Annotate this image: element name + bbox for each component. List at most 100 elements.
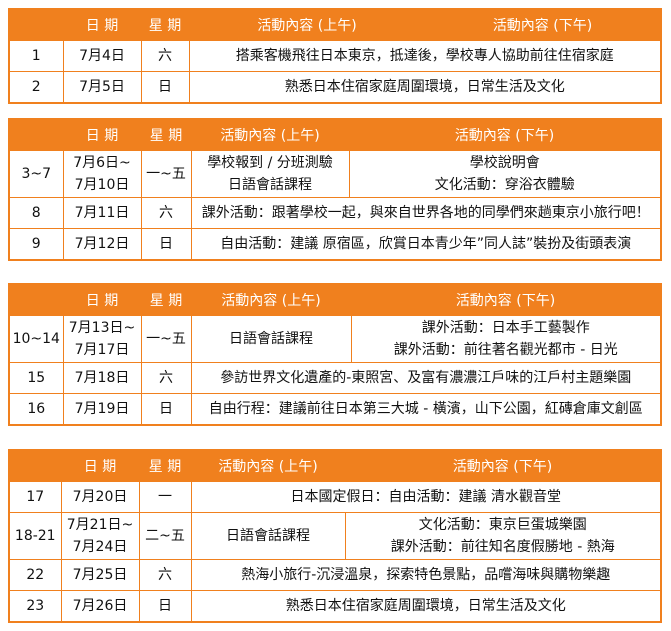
header-cell: 星 期 [141,9,189,41]
cell-line: 學校報到 / 分班測驗 [207,155,333,171]
schedule-table: 日 期星 期活動內容 (上午) 活動內容 (下午) 1 7月4日六搭乘客機飛往日本東京… [8,8,662,104]
table-cell: 日 [140,393,192,426]
table-row: 22 7月25日六熱海小旅行-沉浸溫泉，探索特色景點，品嚐海味與購物樂趣 [8,559,662,591]
header-cell: 日 期 [63,284,141,316]
table-cell: 17 [8,481,62,513]
schedule-table: 日 期星 期活動內容 (上午) 活動內容 (下午) 17 7月20日一日本國定假日：自… [8,449,662,623]
header-row: 日 期星 期活動內容 (上午) 活動內容 (下午) [9,284,661,316]
cell-line: 課外活動：前往知名度假勝地 - 熱海 [390,539,615,555]
table-cell: 22 [8,559,62,591]
header-cell [9,450,61,482]
table-row: 10~14 7月13日~ 7月17日 一~五 日語會話課程 課外活動：日本手工藝製作 課外活… [8,315,662,363]
schedule-table: 日 期星 期活動內容 (上午) 活動內容 (下午) 10~14 7月13日~ 7月17日… [8,283,662,426]
cell-line: 7月6日~ [73,155,131,171]
table-cell: 搭乘客機飛往日本東京，抵達後，學校專人協助前往住宿家庭 [188,40,662,72]
table-cell: 7月19日 [62,393,142,426]
table-row: 17 7月20日一日本國定假日：自由活動：建議 清水觀音堂 [8,481,662,513]
table-cell: 7月11日 [62,197,142,229]
table-cell: 7月20日 [60,481,140,513]
table-cell: 7月25日 [60,559,140,591]
table-cell: 自由行程：建議前往日本第三大城 - 橫濱，山下公園，紅磚倉庫文創區 [190,393,662,426]
table-cell: 7月21日~ 7月24日 [60,512,140,560]
table-cell: 8 [8,197,64,229]
header-cell: 星 期 [139,450,191,482]
table-row: 23 7月26日日熟悉日本住宿家庭周圍環境，日常生活及文化 [8,590,662,623]
schedule-table: 日 期星 期活動內容 (上午) 活動內容 (下午) 3~7 7月6日~ 7月10日 一~五… [8,118,662,261]
table-cell: 熱海小旅行-沉浸溫泉，探索特色景點，品嚐海味與購物樂趣 [190,559,662,591]
header-cell: 日 期 [61,450,139,482]
table-row: 9 7月12日日自由活動：建議 原宿區，欣賞日本青少年”同人誌”裝扮及街頭表演 [8,228,662,261]
table-row: 8 7月11日六課外活動：跟著學校一起，與來自世界各地的同學們來趟東京小旅行吧！ [8,197,662,229]
table-cell: 二~五 [138,512,192,560]
header-cell: 活動內容 (上午) [191,119,349,151]
table-cell: 熟悉日本住宿家庭周圍環境，日常生活及文化 [188,71,662,104]
header-cell: 活動內容 (下午) [349,119,661,151]
header-cell: 日 期 [63,9,141,41]
table-cell: 2 [8,71,64,104]
table-cell: 一 [138,481,192,513]
header-cell: 星 期 [141,119,191,151]
header-cell: 活動內容 (下午) [351,284,661,316]
header-cell: 日 期 [63,119,141,151]
table-cell: 3~7 [8,150,64,198]
table-cell: 課外活動：跟著學校一起，與來自世界各地的同學們來趟東京小旅行吧！ [190,197,662,229]
table-cell: 六 [140,362,192,394]
header-cell [9,9,63,41]
table-cell: 18-21 [8,512,62,560]
table-cell: 六 [138,559,192,591]
table-cell: 15 [8,362,64,394]
header-cell: 活動內容 (上午) [191,284,351,316]
table-cell: 六 [140,40,190,72]
table-cell: 學校說明會文化活動：穿浴衣體驗 [348,150,662,198]
table-cell: 六 [140,197,192,229]
cell-line: 課外活動：前往著名觀光都市 - 日光 [393,342,618,358]
table-cell: 日 [138,590,192,623]
table-row: 16 7月19日日自由行程：建議前往日本第三大城 - 橫濱，山下公園，紅磚倉庫文創… [8,393,662,426]
table-cell: 熟悉日本住宿家庭周圍環境，日常生活及文化 [190,590,662,623]
header-row: 日 期星 期活動內容 (上午) 活動內容 (下午) [9,450,661,482]
header-cell: 活動內容 (下午) [345,450,661,482]
table-cell: 日 [140,71,190,104]
header-cell: 活動內容 (上午) [191,450,345,482]
cell-line: 課外活動：日本手工藝製作 [421,320,590,336]
cell-line: 學校說明會 [469,155,540,171]
table-cell: 7月5日 [62,71,142,104]
table-cell: 7月4日 [62,40,142,72]
table-row: 1 7月4日六搭乘客機飛往日本東京，抵達後，學校專人協助前往住宿家庭 [8,40,662,72]
header-cell: 活動內容 (上午) [189,9,425,41]
table-cell: 7月26日 [60,590,140,623]
table-cell: 16 [8,393,64,426]
cell-line: 7月17日 [74,342,130,358]
cell-line: 文化活動：穿浴衣體驗 [434,177,575,193]
table-cell: 一~五 [140,315,192,363]
header-cell [9,284,63,316]
table-cell: 7月6日~ 7月10日 [62,150,142,198]
header-cell: 活動內容 (下午) [425,9,661,41]
table-cell: 日本國定假日：自由活動：建議 清水觀音堂 [190,481,662,513]
table-cell: 7月12日 [62,228,142,261]
table-row: 2 7月5日日熟悉日本住宿家庭周圍環境，日常生活及文化 [8,71,662,104]
table-cell: 參訪世界文化遺產的-東照宮、及富有濃濃江戶味的江戶村主題樂園 [190,362,662,394]
cell-line: 文化活動：東京巨蛋城樂園 [418,517,587,533]
cell-line: 7月21日~ [66,517,134,533]
header-cell: 星 期 [141,284,191,316]
table-cell: 一~五 [140,150,192,198]
table-row: 3~7 7月6日~ 7月10日 一~五 學校報到 / 分班測驗 日語會話課程 學校說明會 文化… [8,150,662,198]
header-cell [9,119,63,151]
table-cell: 9 [8,228,64,261]
table-row: 18-21 7月21日~ 7月24日 二~五 日語會話課程 文化活動：東京巨蛋城樂園 課外活… [8,512,662,560]
table-cell: 學校報到 / 分班測驗 日語會話課程 [190,150,350,198]
cell-line: 7月10日 [74,177,130,193]
table-cell: 日語會話課程 [190,315,352,363]
table-cell: 課外活動：日本手工藝製作課外活動：前往著名觀光都市 - 日光 [350,315,662,363]
table-cell: 1 [8,40,64,72]
table-cell: 日 [140,228,192,261]
table-cell: 23 [8,590,62,623]
cell-line: 7月13日~ [68,320,136,336]
table-row: 15 7月18日六參訪世界文化遺產的-東照宮、及富有濃濃江戶味的江戶村主題樂園 [8,362,662,394]
table-cell: 日語會話課程 [190,512,346,560]
header-row: 日 期星 期活動內容 (上午) 活動內容 (下午) [9,9,661,41]
table-cell: 自由活動：建議 原宿區，欣賞日本青少年”同人誌”裝扮及街頭表演 [190,228,662,261]
table-cell: 文化活動：東京巨蛋城樂園課外活動：前往知名度假勝地 - 熱海 [344,512,662,560]
